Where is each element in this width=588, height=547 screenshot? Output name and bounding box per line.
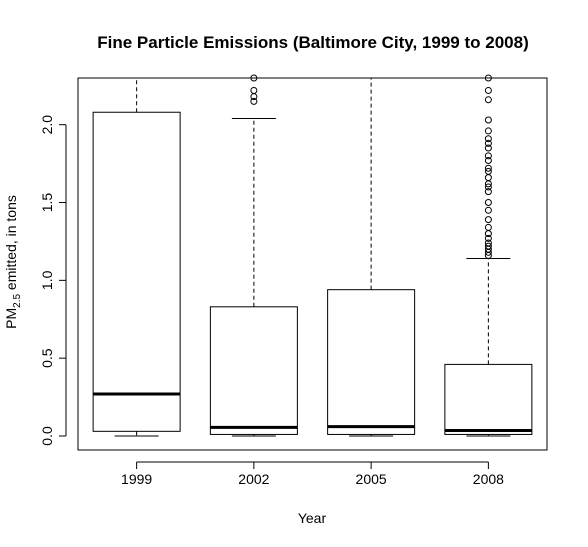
y-tick-label: 0.5	[39, 348, 55, 368]
box-2008	[444, 74, 533, 437]
outlier-point	[250, 97, 258, 105]
x-tick-label: 2008	[473, 471, 504, 487]
x-tick-label: 2002	[238, 471, 269, 487]
outlier-point	[250, 74, 258, 82]
x-tick-label: 1999	[121, 471, 152, 487]
box-2005	[327, 78, 416, 437]
outlier-point	[484, 86, 492, 94]
y-axis: 0.0 0.5 1.0 1.5 2.0	[39, 115, 67, 446]
y-axis-label-prefix: PM	[3, 308, 19, 329]
y-tick-label: 2.0	[39, 115, 55, 135]
outlier-point	[484, 135, 492, 143]
outlier-point	[484, 239, 492, 247]
y-tick-label: 0.0	[39, 426, 55, 446]
outlier-point	[484, 164, 492, 172]
y-tick-label: 1.0	[39, 270, 55, 290]
outlier-point	[484, 74, 492, 82]
box-iqr	[327, 289, 416, 435]
x-axis: 1999 2002 2005 2008	[121, 461, 504, 487]
outlier-point	[484, 144, 492, 152]
outlier-point	[484, 116, 492, 124]
outlier-point	[484, 199, 492, 207]
outlier-point	[250, 86, 258, 94]
outlier-point	[484, 127, 492, 135]
chart-title: Fine Particle Emissions (Baltimore City,…	[97, 33, 528, 52]
outlier-point	[484, 167, 492, 175]
box-iqr	[444, 363, 533, 435]
outlier-point	[484, 188, 492, 196]
outlier-point	[484, 174, 492, 182]
box-2002	[209, 74, 298, 437]
outlier-point	[484, 216, 492, 224]
outlier-point	[484, 96, 492, 104]
box-1999	[92, 78, 181, 437]
outlier-point	[484, 234, 492, 242]
outlier-point	[484, 152, 492, 160]
outlier-point	[484, 206, 492, 214]
box-iqr	[92, 111, 181, 432]
box-iqr	[209, 306, 298, 435]
plot-frame	[77, 77, 548, 451]
outlier-point	[484, 242, 492, 250]
outlier-point	[484, 156, 492, 164]
outlier-point	[484, 223, 492, 231]
outlier-point	[484, 139, 492, 147]
y-axis-label-subscript: 2.5	[12, 294, 23, 308]
y-axis-label-suffix: emitted, in tons	[3, 195, 19, 294]
outlier-point	[484, 183, 492, 191]
y-axis-label: PM2.5 emitted, in tons	[3, 195, 23, 329]
boxes	[92, 74, 533, 437]
x-tick-label: 2005	[356, 471, 387, 487]
y-tick-label: 1.5	[39, 193, 55, 213]
x-axis-label: Year	[298, 510, 327, 526]
